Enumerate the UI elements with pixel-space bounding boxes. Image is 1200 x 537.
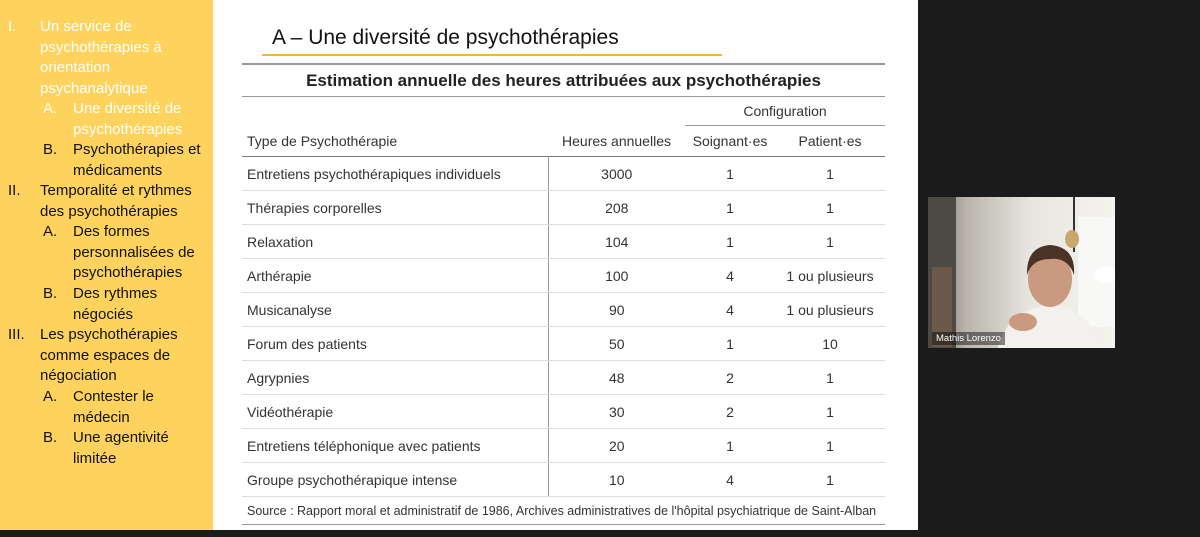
cell: 2 (685, 394, 775, 429)
cell: 90 (548, 292, 685, 327)
row-label: Entretiens téléphonique avec patients (242, 428, 549, 463)
row-label: Groupe psychothérapique intense (242, 462, 549, 497)
group-header: Configuration (685, 96, 886, 126)
outline-marker: A. (43, 388, 58, 405)
video-frame (928, 197, 1115, 348)
outline-text: Des rythmes négociés (73, 285, 158, 323)
outline-marker: III. (8, 326, 25, 343)
cell: 2 (685, 360, 775, 395)
outline-item: I. Un service de psychothérapies à orient… (8, 17, 205, 99)
outline-item: II. Temporalité et rythmes des psychothér… (8, 181, 205, 222)
row-label: Arthérapie (242, 258, 549, 293)
cell: 10 (775, 326, 886, 361)
cell: 1 (775, 394, 886, 429)
table-row: Agrypnies 48 2 1 (242, 360, 886, 395)
outline-panel: I. Un service de psychothérapies à orient… (0, 0, 213, 530)
slide: A – Une diversité de psychothérapies Est… (213, 0, 918, 530)
data-table: Estimation annuelle des heures attribuée… (242, 63, 886, 525)
cell: 4 (685, 292, 775, 327)
outline-item: III. Les psychothérapies comme espaces de… (8, 325, 205, 387)
cell: 1 (685, 190, 775, 225)
outline-marker: B. (43, 429, 58, 446)
column-header: Patient·es (775, 125, 886, 157)
column-header: Soignant·es (685, 125, 775, 157)
cell: 48 (548, 360, 685, 395)
cell: 50 (548, 326, 685, 361)
column-header: Heures annuelles (548, 125, 685, 157)
outline-item: A. Une diversité de psychothérapies (43, 99, 205, 140)
table-title: Estimation annuelle des heures attribuée… (242, 63, 886, 97)
cell: 1 (775, 156, 886, 191)
cell: 3000 (548, 156, 685, 191)
table-row: Entretiens psychothérapiques individuels… (242, 156, 886, 191)
outline-text: Des formes personnalisées de psychothéra… (73, 223, 195, 282)
outline-text: Temporalité et rythmes des psychothérapi… (40, 182, 192, 220)
outline-marker: B. (43, 285, 58, 302)
table-row: Forum des patients 50 1 10 (242, 326, 886, 361)
table-row: Arthérapie 100 4 1 ou plusieurs (242, 258, 886, 293)
outline-item: A. Contester le médecin (43, 387, 205, 428)
cell: 1 ou plusieurs (775, 258, 886, 293)
outline-marker: B. (43, 141, 58, 158)
table-row: Musicanalyse 90 4 1 ou plusieurs (242, 292, 886, 327)
table-row: Entretiens téléphonique avec patients 20 1… (242, 428, 886, 463)
outline-text: Un service de psychothérapies à orientat… (40, 18, 162, 97)
cell: 20 (548, 428, 685, 463)
cell: 1 (775, 360, 886, 395)
row-label: Forum des patients (242, 326, 549, 361)
cell: 1 (685, 428, 775, 463)
outline-text: Psychothérapies et médicaments (73, 141, 201, 179)
cell: 1 (775, 462, 886, 497)
outline-item: B. Des rythmes négociés (43, 284, 205, 325)
outline-marker: A. (43, 223, 58, 240)
row-label: Thérapies corporelles (242, 190, 549, 225)
row-label: Musicanalyse (242, 292, 549, 327)
row-label: Vidéothérapie (242, 394, 549, 429)
video-tile: Mathis Lorenzo (928, 197, 1115, 348)
table-row: Groupe psychothérapique intense 10 4 1 (242, 462, 886, 497)
cell: 1 (685, 224, 775, 259)
outline-item: B. Une agentivité limitée (43, 428, 205, 469)
outline-item: A. Des formes personnalisées de psychothé… (43, 222, 205, 284)
row-label: Relaxation (242, 224, 549, 259)
cell: 4 (685, 462, 775, 497)
cell: 1 (775, 224, 886, 259)
cell: 30 (548, 394, 685, 429)
source-note: Source : Rapport moral et administratif … (242, 496, 886, 525)
cell: 208 (548, 190, 685, 225)
title-underline (262, 54, 722, 56)
outline-text: Les psychothérapies comme espaces de nég… (40, 326, 178, 385)
row-label: Agrypnies (242, 360, 549, 395)
cell: 1 (775, 190, 886, 225)
outline-marker: II. (8, 182, 21, 199)
source-row: Source : Rapport moral et administratif … (242, 496, 886, 525)
cell: 1 (775, 428, 886, 463)
cell: 100 (548, 258, 685, 293)
cell: 1 ou plusieurs (775, 292, 886, 327)
cell: 104 (548, 224, 685, 259)
cell: 1 (685, 156, 775, 191)
outline-text: Une diversité de psychothérapies (73, 100, 183, 138)
outline-marker: A. (43, 100, 58, 117)
cell: 10 (548, 462, 685, 497)
participant-name: Mathis Lorenzo (932, 332, 1005, 345)
outline-item: B. Psychothérapies et médicaments (43, 140, 205, 181)
table-row: Thérapies corporelles 208 1 1 (242, 190, 886, 225)
slide-title: A – Une diversité de psychothérapies (272, 26, 619, 49)
outline-marker: I. (8, 18, 17, 35)
table-row: Vidéothérapie 30 2 1 (242, 394, 886, 429)
column-header: Type de Psychothérapie (242, 125, 548, 157)
cell: 1 (685, 326, 775, 361)
table-row: Relaxation 104 1 1 (242, 224, 886, 259)
outline-text: Contester le médecin (73, 388, 154, 426)
outline-text: Une agentivité limitée (73, 429, 169, 467)
cell: 4 (685, 258, 775, 293)
row-label: Entretiens psychothérapiques individuels (242, 156, 549, 191)
